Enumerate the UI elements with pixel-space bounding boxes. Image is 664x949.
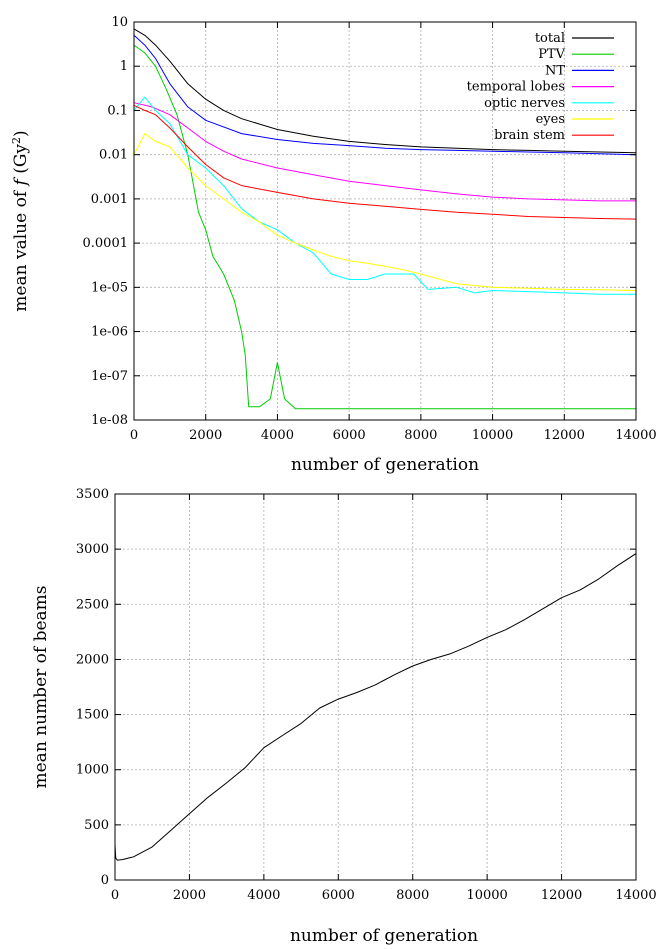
chart-bottom-beams: 0 2000 4000 6000 8000 10000 12000 14000 0 500 100… — [31, 487, 657, 946]
x-tick-label: 0 — [130, 428, 138, 443]
series-line-optic-nerves — [133, 96, 636, 295]
x-tick-label: 14000 — [615, 888, 656, 903]
y-tick-label: 2500 — [76, 597, 109, 612]
x-tick-label: 6000 — [322, 888, 355, 903]
x-tick-label: 8000 — [396, 888, 429, 903]
series-line-ptv — [133, 44, 636, 410]
y-tick-label: 10 — [111, 15, 128, 30]
x-tick-label: 2000 — [189, 428, 222, 443]
x-tick-label: 14000 — [615, 428, 656, 443]
y-tick-label: 0.01 — [99, 148, 128, 163]
x-tick-label: 2000 — [173, 888, 206, 903]
y-tick-label: 3500 — [76, 487, 109, 502]
x-tick-label: 6000 — [333, 428, 366, 443]
x-tick-label: 0 — [111, 888, 119, 903]
legend-label: temporal lobes — [467, 80, 565, 95]
x-tick-labels: 0 2000 4000 6000 8000 10000 12000 14000 — [111, 888, 657, 903]
y-tick-label: 3000 — [76, 542, 109, 557]
plot-frame — [133, 21, 637, 421]
tick-marks — [114, 493, 637, 881]
y-tick-label: 1e-07 — [91, 369, 128, 384]
x-tick-label: 10000 — [466, 888, 507, 903]
x-tick-label: 10000 — [472, 428, 513, 443]
y-tick-label: 2000 — [76, 652, 109, 667]
y-tick-labels: 1e-08 1e-07 1e-06 1e-05 0.0001 0.001 0.01 0.1 1 1… — [83, 15, 129, 428]
x-tick-label: 4000 — [261, 428, 294, 443]
legend-label: NT — [545, 63, 565, 78]
y-tick-label: 0.1 — [107, 103, 128, 118]
chart-top-objective: 0 2000 4000 6000 8000 10000 12000 14000 1e-081e… — [10, 15, 657, 475]
series-line-nt — [133, 34, 637, 156]
y-tick-labels: 0 500 1000 1500 2000 2500 3000 3500 — [76, 487, 109, 888]
y-tick-label: 0.001 — [91, 192, 128, 207]
legend-label: eyes — [536, 112, 565, 127]
series-line-eyes — [133, 133, 637, 291]
y-tick-label: 0.0001 — [83, 236, 129, 251]
series-line-temporal-lobes — [133, 102, 636, 202]
series-line — [114, 553, 637, 861]
x-tick-label: 4000 — [247, 888, 280, 903]
legend-label: optic nerves — [484, 96, 565, 111]
legend-label: total — [535, 31, 565, 46]
x-tick-labels: 0 2000 4000 6000 8000 10000 12000 14000 — [130, 428, 657, 443]
x-axis-label: number of generation — [290, 926, 478, 946]
series-lines — [114, 553, 637, 861]
y-tick-label: 1 — [120, 59, 128, 74]
y-tick-label: 1500 — [76, 708, 109, 723]
legend-label: PTV — [538, 47, 565, 62]
y-tick-label: 0 — [101, 873, 109, 888]
plot-frame — [114, 493, 637, 881]
x-tick-label: 8000 — [404, 428, 437, 443]
y-tick-label: 1e-05 — [91, 280, 128, 295]
y-axis-label: mean value of f (Gy2) — [10, 130, 32, 311]
series-line-brain-stem — [133, 104, 637, 220]
x-axis-label: number of generation — [291, 455, 479, 475]
x-tick-label: 12000 — [541, 888, 582, 903]
y-axis-label: mean number of beams — [31, 585, 51, 788]
x-tick-label: 12000 — [544, 428, 585, 443]
y-tick-label: 1000 — [76, 763, 109, 778]
series-line-total — [133, 28, 637, 154]
y-tick-label: 1e-08 — [91, 413, 128, 428]
y-tick-label: 1e-06 — [91, 325, 128, 340]
series-lines — [133, 28, 637, 410]
legend-label: brain stem — [494, 128, 565, 143]
y-tick-label: 500 — [84, 818, 109, 833]
tick-marks — [133, 21, 637, 421]
grid — [114, 493, 637, 881]
